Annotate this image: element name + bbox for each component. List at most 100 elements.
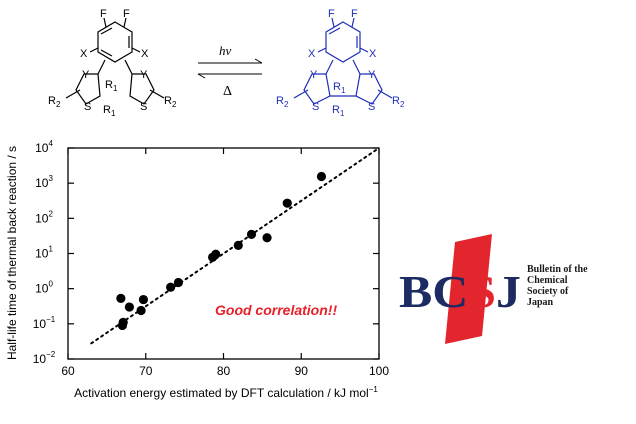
bond <box>131 47 141 53</box>
reaction-scheme: F F X X Y Y S S R1 R1 R2 R2 hν Δ <box>48 8 405 118</box>
logo-red-slash <box>445 234 492 344</box>
atom-fluorine: F <box>328 8 335 20</box>
closed-form-labels: F F X X Y Y S S R1 R1 R2 R2 <box>276 8 405 118</box>
double-bond <box>100 49 113 57</box>
bond <box>351 17 355 28</box>
group-r2: R2 <box>392 95 405 109</box>
y-tick-label: 100 <box>35 280 53 296</box>
data-point <box>117 320 128 331</box>
equilibrium-arrows <box>197 58 263 79</box>
x-tick-label: 70 <box>139 364 153 378</box>
data-point <box>211 249 221 259</box>
double-bond <box>328 27 341 35</box>
atom-sulfur: S <box>312 101 319 113</box>
thiophene-ring-left <box>75 73 101 105</box>
logo-letter-j: J <box>496 266 521 317</box>
group-r1: R1 <box>105 79 118 93</box>
group-r2: R2 <box>164 95 177 109</box>
y-tick-label: 103 <box>35 174 53 190</box>
double-bond <box>100 27 113 35</box>
bond <box>359 47 369 53</box>
logo-caption: Bulletin of the Chemical Society of Japa… <box>527 264 635 308</box>
x-tick-label: 60 <box>61 364 75 378</box>
bond <box>103 17 107 28</box>
x-axis: 60 70 80 90 100 <box>61 148 389 378</box>
bond <box>149 89 165 99</box>
logo-letter-b: B <box>399 266 432 317</box>
data-point <box>262 233 272 243</box>
atom-sulfur: S <box>368 101 375 113</box>
atom-y: Y <box>310 69 318 81</box>
data-points <box>116 171 327 331</box>
bond <box>293 89 309 99</box>
group-r2: R2 <box>276 95 289 109</box>
heat-label: Δ <box>223 84 232 99</box>
group-r1: R1 <box>103 104 116 118</box>
thiophene-ring-right <box>355 73 383 105</box>
bcsj-logo: BCSJ <box>399 234 521 344</box>
logo-caption-line: Japan <box>527 297 554 308</box>
data-point <box>173 277 184 288</box>
atom-x: X <box>141 48 149 60</box>
x-tick-label: 80 <box>217 364 231 378</box>
data-point <box>124 302 135 312</box>
x-tick-label: 100 <box>369 364 389 378</box>
y-tick-label: 10−1 <box>33 315 56 331</box>
closed-form-molecule <box>293 17 393 105</box>
bond <box>65 89 81 99</box>
logo-caption-line: Society of <box>527 286 569 297</box>
y-tick-label: 104 <box>35 139 53 155</box>
atom-sulfur: S <box>140 101 147 113</box>
data-point <box>116 293 126 303</box>
atom-sulfur: S <box>84 101 91 113</box>
group-r1: R1 <box>333 81 346 95</box>
benzene-ring <box>325 21 361 63</box>
atom-fluorine: F <box>100 8 107 20</box>
atom-y: Y <box>368 69 376 81</box>
bond <box>123 17 127 28</box>
open-form-labels: F F X X Y Y S S R1 R1 R2 R2 <box>48 8 177 118</box>
data-point <box>136 305 146 316</box>
thiophene-ring-right <box>129 73 155 105</box>
open-form-molecule <box>65 17 165 105</box>
logo-wordmark: BCSJ <box>399 266 521 317</box>
light-label: hν <box>219 43 232 58</box>
bond <box>352 59 361 75</box>
bond <box>317 47 327 53</box>
data-point <box>138 294 149 305</box>
y-tick-label: 101 <box>35 245 53 261</box>
atom-fluorine: F <box>351 8 358 20</box>
atom-x: X <box>369 48 377 60</box>
data-point <box>282 198 292 208</box>
data-point <box>246 229 257 239</box>
bond <box>325 59 334 75</box>
atom-y: Y <box>140 69 148 81</box>
bond <box>89 47 99 53</box>
atom-fluorine: F <box>123 8 130 20</box>
logo-caption-line: Chemical <box>527 275 568 286</box>
x-tick-label: 90 <box>295 364 309 378</box>
data-point <box>166 282 176 292</box>
y-axis: 104 103 102 101 100 10−1 10−2 <box>33 139 379 366</box>
y-tick-label: 10−2 <box>33 350 56 366</box>
logo-letter-c: C <box>432 266 468 317</box>
group-r2: R2 <box>48 95 61 109</box>
atom-x: X <box>80 48 88 60</box>
thiophene-ring-left <box>303 73 331 105</box>
y-tick-label: 102 <box>35 209 53 225</box>
data-point <box>233 240 243 250</box>
arrowhead <box>254 58 263 64</box>
atom-x: X <box>308 48 316 60</box>
x-axis-label: Activation energy estimated by DFT calcu… <box>74 385 378 400</box>
scatter-chart: 104 103 102 101 100 10−1 10−2 60 70 80 90 100 Good… <box>5 139 389 400</box>
logo-letter-s: S <box>468 266 496 317</box>
arrowhead <box>197 73 206 79</box>
bond <box>377 89 393 99</box>
plot-frame <box>67 147 380 360</box>
y-axis-label: Half-life time of thermal back reaction … <box>5 146 19 360</box>
logo-caption-line: Bulletin of the <box>527 264 588 275</box>
bond <box>124 59 133 75</box>
atom-y: Y <box>82 69 90 81</box>
data-point <box>316 171 327 182</box>
